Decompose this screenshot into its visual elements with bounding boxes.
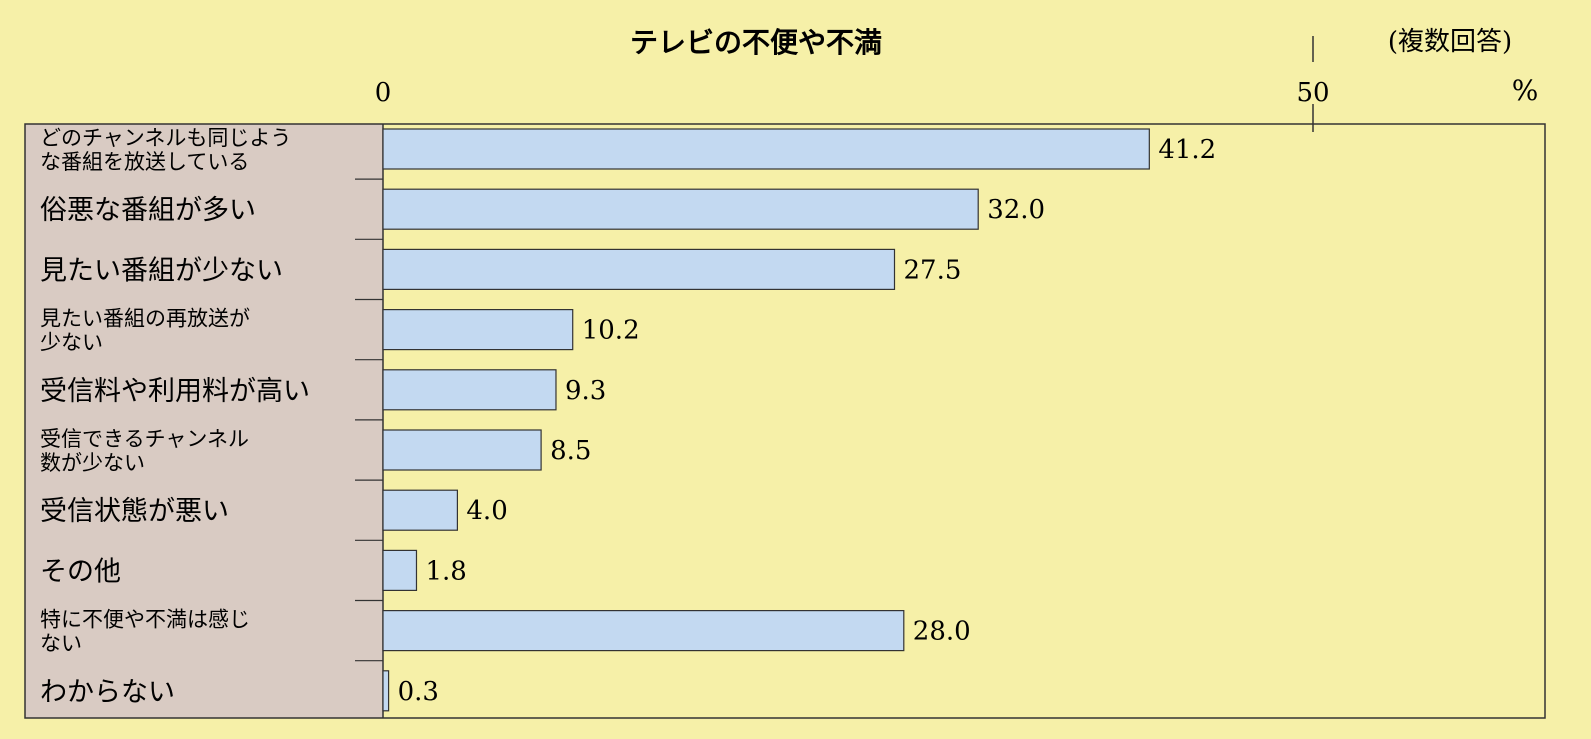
category-label-0-line-1: な番組を放送している [40,150,249,174]
category-label-4: 受信料や利用料が高い [40,376,310,407]
value-label-8: 28.0 [913,617,971,647]
bar-6 [382,489,459,531]
category-label-8-line-1: ない [40,632,82,656]
category-label-9: わからない [40,677,175,708]
category-label-5-line-1: 数が少ない [40,451,145,475]
value-label-9: 0.3 [398,677,439,707]
category-panel [25,124,383,718]
tick-label-0: 0 [375,78,392,108]
category-label-3-line-1: 少ない [40,331,103,355]
value-label-2: 27.5 [904,255,962,285]
bar-9 [382,670,390,712]
value-label-3: 10.2 [582,316,640,346]
value-label-1: 32.0 [987,195,1045,225]
value-label-7: 1.8 [425,556,466,586]
bar-1 [382,188,979,230]
category-label-7: その他 [40,556,121,587]
value-label-4: 9.3 [565,376,606,406]
unit-label: % [1512,74,1539,107]
bar-0 [382,128,1150,170]
value-label-5: 8.5 [550,436,591,466]
bar-2 [382,248,896,290]
bar-7 [382,549,418,592]
category-label-3-line-0: 見たい番組の再放送が [40,307,250,331]
bar-4 [382,369,557,411]
tick-label-50: 50 [1296,78,1329,108]
category-label-5-line-0: 受信できるチャンネル [40,427,249,451]
category-label-2: 見たい番組が少ない [40,255,283,286]
bar-3 [382,309,574,351]
plot-frame [24,123,1546,719]
category-label-1: 俗悪な番組が多い [40,195,256,226]
bar-5 [382,429,542,471]
chart-title: テレビの不便や不満 [630,26,882,59]
category-label-0-line-0: どのチャンネルも同じよう [40,126,291,150]
category-label-6: 受信状態が悪い [40,496,229,527]
chart-note: (複数回答) [1388,27,1512,57]
value-label-6: 4.0 [466,496,507,526]
value-label-0: 41.2 [1158,135,1216,165]
category-label-8-line-0: 特に不便や不満は感じ [40,608,250,632]
bar-8 [382,609,905,652]
